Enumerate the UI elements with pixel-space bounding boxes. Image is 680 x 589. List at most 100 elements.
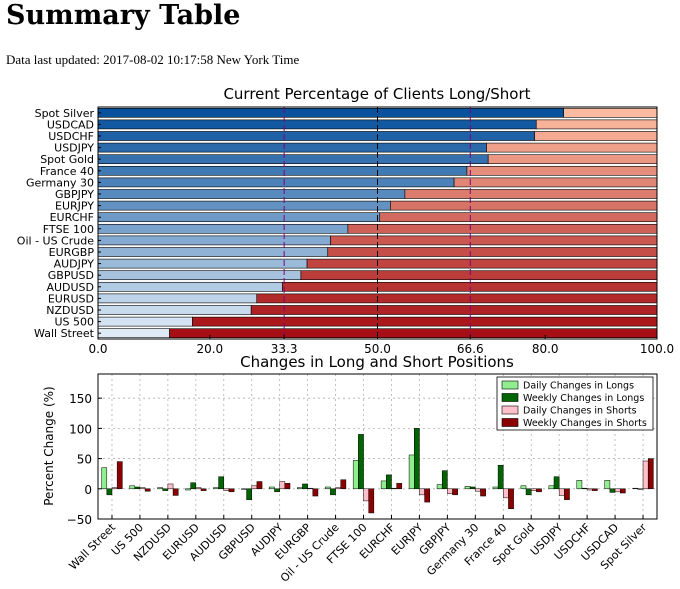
- short-bar: [300, 270, 658, 281]
- change-bar: [195, 487, 202, 490]
- position-changes-chart: Changes in Long and Short Positions −50 0…: [42, 353, 658, 585]
- short-bar: [282, 281, 658, 292]
- chart2-y-ticks: −50 0 50 100 150: [67, 392, 102, 527]
- change-bar: [436, 484, 443, 490]
- long-bar: [97, 212, 381, 223]
- short-bar: [192, 316, 658, 327]
- long-bar: [97, 107, 564, 118]
- category-label: EURUSD: [48, 292, 94, 305]
- change-bar: [604, 480, 611, 490]
- change-bar: [185, 488, 191, 491]
- change-bar: [324, 486, 331, 490]
- change-bar: [637, 488, 644, 490]
- long-bar: [97, 235, 331, 246]
- short-bar: [534, 131, 658, 141]
- long-bar: [97, 154, 489, 165]
- long-short-percentage-chart: Current Percentage of Clients Long/Short…: [17, 85, 674, 356]
- category-label: NZDUSD: [46, 304, 94, 317]
- short-bar: [486, 142, 658, 153]
- change-bar: [391, 487, 397, 490]
- change-bar: [116, 461, 123, 490]
- change-bar: [190, 482, 197, 490]
- long-bar: [97, 177, 455, 188]
- category-label: AUDUSD: [46, 281, 94, 294]
- page-title: Summary Table: [6, 0, 241, 31]
- chart2-frame: [97, 373, 658, 520]
- short-bar: [256, 293, 658, 304]
- change-bar: [492, 486, 499, 490]
- category-label: Germany 30: [26, 176, 94, 189]
- change-bar: [497, 464, 504, 490]
- change-bar: [424, 488, 431, 503]
- change-bar: [284, 483, 291, 490]
- change-bar: [368, 488, 375, 514]
- long-bar: [97, 305, 252, 315]
- x-tick-label: 50.0: [364, 342, 391, 356]
- chart1-bars: [97, 107, 658, 339]
- change-bar: [101, 467, 108, 490]
- change-bar: [340, 479, 347, 490]
- change-bar: [363, 488, 369, 502]
- change-bar: [553, 476, 560, 490]
- category-label: France 40: [40, 165, 94, 178]
- long-bar: [97, 328, 170, 339]
- long-bar: [97, 316, 193, 327]
- category-label: GBPJPY: [55, 188, 94, 201]
- change-bar: [157, 487, 163, 490]
- change-bar: [525, 488, 532, 496]
- long-bar: [97, 189, 406, 199]
- change-bar: [414, 428, 420, 490]
- legend-swatch: [501, 418, 519, 427]
- long-bar: [97, 131, 535, 141]
- legend-swatch: [501, 405, 519, 415]
- change-bar: [452, 488, 458, 496]
- change-bar: [279, 481, 286, 490]
- chart2-bars: [101, 428, 654, 514]
- category-label: USDCAD: [47, 118, 94, 131]
- x-tick-label: 100.0: [640, 342, 674, 356]
- long-bar: [97, 142, 487, 153]
- change-bar: [241, 488, 247, 490]
- category-label: USDJPY: [54, 142, 94, 155]
- legend-label: Daily Changes in Longs: [523, 381, 634, 392]
- category-label: Spot Gold: [40, 153, 94, 166]
- change-bar: [619, 488, 626, 494]
- change-bar: [307, 487, 314, 490]
- short-bar: [379, 212, 658, 223]
- long-bar: [97, 247, 329, 257]
- change-bar: [162, 488, 169, 491]
- change-bar: [475, 488, 481, 492]
- change-bar: [172, 488, 179, 496]
- short-bar: [535, 119, 658, 130]
- change-bar: [218, 476, 225, 490]
- short-bar: [404, 189, 658, 199]
- x-tick-label: 66.6: [457, 342, 484, 356]
- change-bar: [106, 488, 113, 496]
- legend-swatch: [501, 380, 519, 390]
- chart1-frame: [97, 106, 658, 340]
- long-bar: [97, 165, 468, 176]
- short-bar: [347, 223, 658, 234]
- short-bar: [250, 305, 658, 315]
- legend-label: Daily Changes in Shorts: [523, 406, 637, 417]
- last-updated-value: 2017-08-02 10:17:58 New York Time: [103, 52, 300, 67]
- change-bar: [520, 485, 527, 490]
- legend-label: Weekly Changes in Longs: [523, 393, 644, 404]
- change-bar: [480, 488, 486, 497]
- change-bar: [380, 480, 387, 490]
- change-bar: [144, 488, 151, 492]
- category-label: AUDJPY: [54, 258, 95, 271]
- change-bar: [256, 481, 263, 490]
- change-bar: [592, 488, 598, 491]
- category-label: EURCHF: [50, 211, 94, 224]
- long-bar: [97, 281, 283, 292]
- change-bar: [111, 487, 118, 490]
- category-label: Wall Street: [34, 327, 95, 340]
- change-bar: [330, 488, 336, 496]
- chart2-y-axis-label: Percent Change (%): [42, 386, 56, 506]
- change-bar: [564, 488, 570, 500]
- short-bar: [169, 328, 658, 339]
- short-bar: [563, 107, 658, 118]
- last-updated-label: Data last updated:: [6, 52, 100, 67]
